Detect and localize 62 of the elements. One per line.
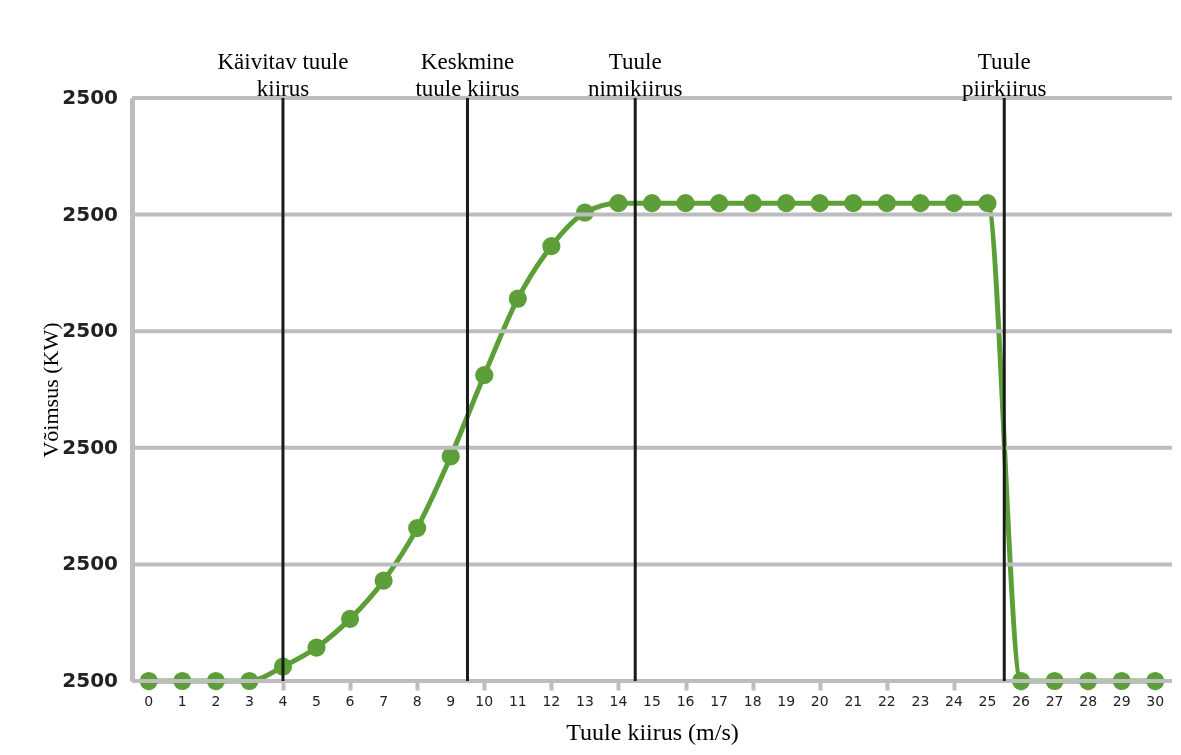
point (777, 194, 796, 213)
x-tick-label: 24 (945, 693, 963, 709)
text: 2500 (62, 201, 118, 226)
x-tick-label: 8 (412, 693, 422, 709)
x-tick-label: 9 (446, 693, 456, 709)
x-tick-label: 15 (643, 693, 661, 709)
point (944, 194, 964, 213)
point (307, 638, 326, 657)
point (911, 194, 930, 213)
x-tick-label: 7 (379, 693, 389, 709)
point (340, 609, 360, 628)
x-tick-label: 20 (810, 693, 829, 709)
x-tick-label: 6 (345, 693, 355, 709)
x-tick-label: 18 (743, 693, 762, 709)
point (542, 237, 561, 256)
point (710, 194, 729, 213)
text: 2500 (62, 318, 118, 343)
x-tick-label: 26 (1012, 693, 1031, 709)
point (844, 194, 863, 213)
point (877, 194, 896, 213)
x-tick-label: 21 (844, 693, 863, 709)
x-tick-label: 11 (508, 693, 527, 709)
x-tick-label: 30 (1146, 693, 1165, 709)
point (978, 194, 997, 213)
x-tick-label: 22 (877, 693, 896, 709)
x-axis-title: Tuule kiirus (m/s) (566, 718, 739, 745)
x-tick-label: 25 (978, 693, 997, 709)
point (508, 289, 527, 308)
x-tick-label: 2 (211, 693, 221, 709)
x-tick-label: 29 (1112, 693, 1131, 709)
text: 2500 (62, 85, 118, 109)
point (408, 519, 427, 538)
ref-line-label: Käivitav tuule kiirus (217, 49, 349, 101)
x-tick-label: 23 (911, 693, 930, 709)
point (475, 366, 494, 385)
x-tick-label: 1 (177, 693, 187, 709)
point (810, 194, 829, 213)
ref-line-label: Keskmine tuule kiirus (415, 49, 520, 101)
x-tick-label: 10 (475, 693, 494, 709)
point (743, 194, 762, 213)
x-tick-label: 13 (575, 693, 594, 709)
point (676, 194, 695, 213)
point (609, 194, 628, 213)
text: 2500 (62, 668, 118, 692)
x-tick-label: 19 (777, 693, 796, 709)
text: 2500 (62, 434, 118, 459)
y-axis-title: Võimsus (KW) (37, 322, 63, 458)
x-tick-label: 17 (710, 693, 729, 709)
point (642, 194, 662, 213)
x-tick-label: 3 (244, 693, 254, 709)
x-tick-label: 14 (609, 693, 628, 709)
x-tick-label: 28 (1079, 693, 1098, 709)
ref-line-label: Tuule piirkiirus (962, 49, 1047, 101)
x-tick-label: 27 (1045, 693, 1064, 709)
text: 2500 (62, 551, 118, 576)
x-tick-label: 16 (676, 693, 695, 709)
x-tick-label: 12 (542, 693, 561, 709)
x-tick-label: 0 (144, 693, 154, 709)
x-tick-label: 4 (278, 693, 288, 709)
x-tick-label: 5 (312, 693, 321, 709)
ref-line-label: Tuule nimikiirus (587, 49, 683, 101)
point (374, 571, 393, 590)
